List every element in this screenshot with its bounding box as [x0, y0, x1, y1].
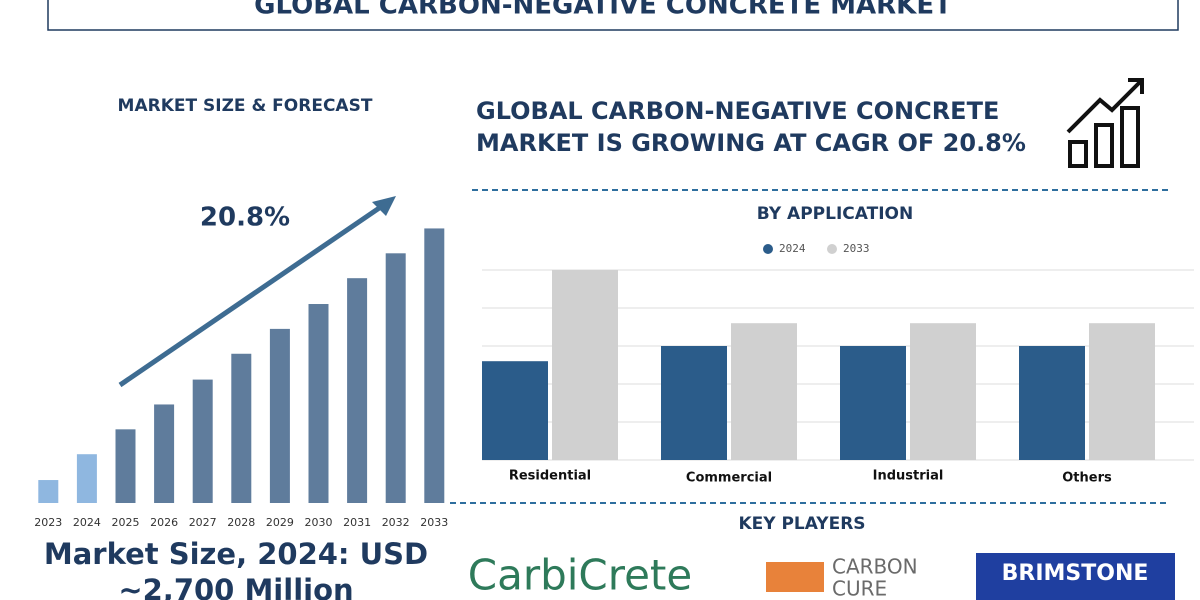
header-box — [47, 0, 1179, 31]
bar — [840, 346, 906, 460]
bar — [385, 253, 406, 503]
market-size: ~2,700 Million — [118, 573, 353, 600]
x-tick-label: 2023 — [34, 516, 62, 529]
bar — [731, 323, 797, 460]
x-tick-label: 2029 — [266, 516, 294, 529]
growth-icon — [1066, 78, 1144, 168]
bar — [192, 379, 213, 503]
legend-swatch — [827, 244, 837, 254]
x-tick-label: 2031 — [343, 516, 371, 529]
x-tick-label: 2030 — [305, 516, 333, 529]
headline: GLOBAL CARBON-NEGATIVE CONCRETE — [476, 97, 999, 125]
headline: MARKET IS GROWING AT CAGR OF 20.8% — [476, 129, 1026, 157]
logo: CarbiCrete — [468, 551, 692, 600]
chart-title: MARKET SIZE & FORECAST — [118, 96, 373, 116]
logo-box — [976, 553, 1175, 600]
x-tick-label: Residential — [509, 469, 591, 484]
bar — [1089, 323, 1155, 460]
annotation: 20.8% — [200, 203, 290, 233]
header-title: GLOBAL CARBON-NEGATIVE CONCRETE MARKET — [254, 0, 952, 21]
growth-arrow — [118, 199, 390, 388]
bar — [269, 328, 290, 503]
bar — [347, 278, 368, 503]
x-tick-label: Others — [1062, 471, 1112, 486]
legend-label: 2024 — [779, 242, 806, 255]
section-title: KEY PLAYERS — [738, 514, 865, 534]
bar — [482, 361, 548, 460]
arrow-head — [372, 196, 396, 216]
market-size: Market Size, 2024: USD — [44, 537, 428, 571]
bar — [424, 228, 445, 504]
bar — [115, 429, 136, 503]
bar — [1019, 346, 1085, 460]
logo-mark — [766, 562, 824, 592]
bar — [308, 304, 329, 503]
x-tick-label: 2026 — [150, 516, 178, 529]
bar — [661, 346, 727, 460]
x-tick-label: 2032 — [382, 516, 410, 529]
x-tick-label: Industrial — [873, 469, 944, 484]
chart-title: BY APPLICATION — [757, 204, 913, 224]
x-tick-label: Commercial — [686, 471, 772, 486]
x-tick-label: 2028 — [227, 516, 255, 529]
legend-label: 2033 — [843, 242, 870, 255]
bar — [910, 323, 976, 460]
x-tick-label: 2033 — [420, 516, 448, 529]
logo: CARBON — [832, 555, 918, 579]
logo: BRIMSTONE — [1002, 561, 1149, 586]
bar — [552, 270, 618, 460]
bar — [38, 480, 59, 503]
legend-swatch — [763, 244, 773, 254]
x-tick-label: 2025 — [112, 516, 140, 529]
x-tick-label: 2027 — [189, 516, 217, 529]
x-tick-label: 2024 — [73, 516, 101, 529]
bar — [154, 404, 175, 503]
bar — [76, 454, 97, 503]
logo: CURE — [832, 577, 887, 600]
bar — [231, 353, 252, 503]
